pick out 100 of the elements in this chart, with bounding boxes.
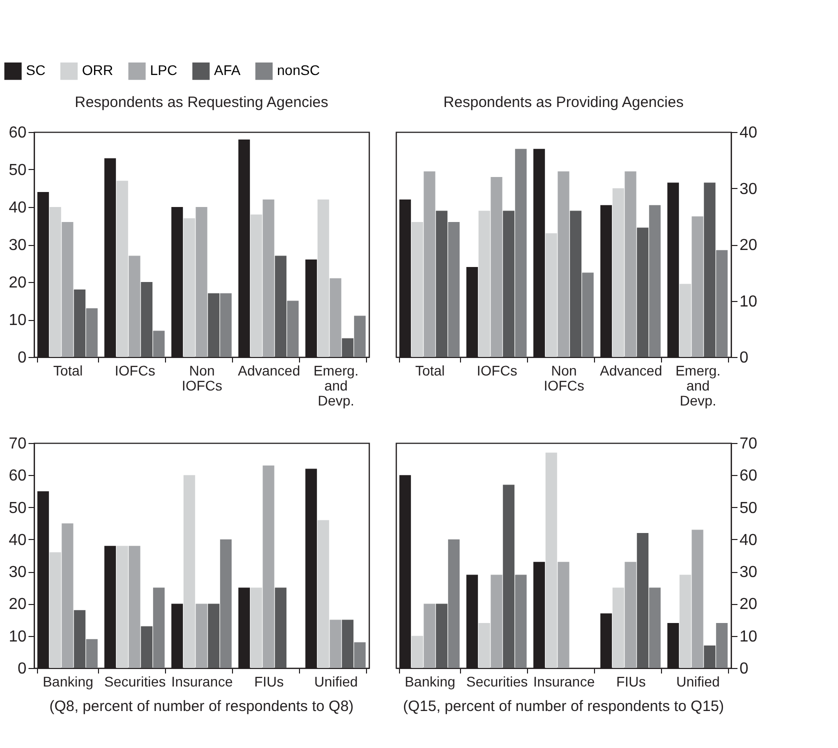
- chart-title: Respondents as Requesting Agencies: [74, 94, 328, 111]
- bar: [649, 588, 661, 668]
- bar: [62, 523, 74, 668]
- chart-title: Respondents as Providing Agencies: [443, 94, 684, 111]
- bar: [612, 188, 624, 357]
- bar: [116, 546, 128, 668]
- bar: [140, 282, 152, 357]
- bar: [582, 272, 594, 357]
- bar: [636, 533, 648, 668]
- bar: [558, 562, 570, 668]
- x-tick-label: IOFCs: [476, 362, 518, 378]
- y-tick-label: 50: [8, 162, 27, 179]
- x-tick-label: Banking: [42, 674, 94, 690]
- y-tick-label: 40: [8, 200, 27, 216]
- bar: [624, 171, 636, 357]
- legend-label: AFA: [214, 62, 242, 78]
- bar: [184, 218, 196, 357]
- x-tick-label: FIUs: [616, 674, 646, 690]
- bar: [612, 588, 624, 668]
- bar: [208, 293, 220, 357]
- bar: [250, 214, 262, 357]
- y-tick-label: 20: [8, 596, 27, 614]
- bar: [424, 604, 436, 668]
- y-tick-label: 60: [8, 468, 27, 485]
- y-tick-label: 20: [8, 274, 27, 292]
- bar: [196, 604, 208, 668]
- legend-label: nonSC: [277, 62, 320, 78]
- y-tick-label: 60: [8, 124, 27, 142]
- bar: [220, 293, 232, 357]
- x-tick-label: Unified: [314, 674, 358, 690]
- x-tick-label: Total: [53, 362, 83, 378]
- y2-tick-label: 10: [740, 628, 758, 646]
- bar: [184, 475, 196, 668]
- legend-label: LPC: [150, 62, 178, 78]
- bar: [412, 222, 424, 357]
- y-tick-label: 70: [8, 436, 27, 452]
- y2-tick-label: 20: [740, 596, 758, 614]
- bar: [74, 290, 86, 357]
- y-tick-label: 10: [8, 312, 27, 329]
- bar: [274, 588, 286, 668]
- bar: [546, 452, 558, 668]
- y2-tick-label: 0: [740, 660, 748, 678]
- bar: [50, 207, 62, 357]
- bar: [546, 233, 558, 357]
- x-tick-label: Unified: [676, 674, 720, 690]
- bar: [436, 604, 448, 668]
- x-tick-label: Total: [415, 362, 445, 378]
- bar: [558, 171, 570, 357]
- bar: [342, 620, 354, 668]
- bar: [424, 171, 436, 357]
- y2-tick-label: 10: [740, 293, 758, 310]
- y2-tick-label: 40: [740, 532, 758, 549]
- y-tick-label: 10: [8, 628, 27, 646]
- x-tick-label: FIUs: [254, 674, 284, 690]
- bar: [478, 210, 490, 357]
- bar: [262, 466, 274, 668]
- bar: [250, 588, 262, 668]
- bar: [262, 200, 274, 357]
- bar: [196, 207, 208, 357]
- bar: [716, 623, 728, 668]
- y-tick-label: 0: [18, 660, 27, 678]
- x-tick-label: Advanced: [238, 362, 300, 378]
- y2-tick-label: 70: [740, 436, 758, 452]
- x-tick-label: Emerg. and Devp.: [313, 362, 359, 408]
- y2-tick-label: 50: [740, 500, 758, 517]
- bar: [354, 316, 366, 357]
- bar: [62, 222, 74, 357]
- bar: [636, 228, 648, 357]
- bar: [116, 180, 128, 357]
- bar: [649, 205, 661, 357]
- bar: [86, 639, 98, 668]
- bar: [502, 210, 514, 357]
- bar: [490, 574, 502, 668]
- bar: [153, 588, 165, 668]
- bar: [330, 278, 342, 357]
- legend-label: SC: [26, 62, 46, 78]
- y2-tick-label: 30: [740, 180, 758, 198]
- bar: [704, 646, 716, 668]
- x-tick-label: Advanced: [600, 362, 662, 378]
- bar: [704, 182, 716, 357]
- bar: [330, 620, 342, 668]
- bar: [692, 530, 704, 668]
- text: (Q15, percent of number of respondents to Q15): [402, 698, 724, 715]
- y2-tick-label: 60: [740, 468, 758, 485]
- x-tick-label: Securities: [466, 674, 528, 690]
- legend-label: ORR: [82, 62, 114, 78]
- y-tick-label: 30: [8, 564, 27, 582]
- bar: [448, 539, 460, 668]
- bar: [478, 623, 490, 668]
- bar: [128, 546, 140, 668]
- bar: [515, 574, 527, 668]
- bar: [74, 610, 86, 668]
- bar: [153, 330, 165, 357]
- bar: [274, 256, 286, 357]
- bar: [436, 210, 448, 357]
- y-tick-label: 40: [8, 532, 27, 549]
- bar: [502, 484, 514, 668]
- bar: [208, 604, 220, 668]
- bar: [448, 222, 460, 357]
- x-tick-label: Non IOFCs: [544, 362, 584, 394]
